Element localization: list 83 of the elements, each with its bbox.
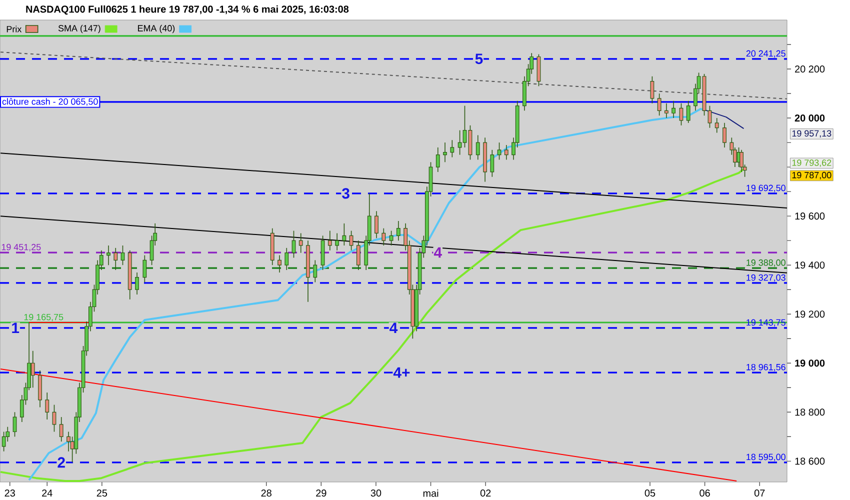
candlestick xyxy=(120,245,125,266)
x-tick-label: 07 xyxy=(754,490,765,497)
ref-line-label: 19 143,75 xyxy=(746,319,786,327)
candlestick xyxy=(722,122,726,148)
candlestick xyxy=(382,228,386,246)
x-tick-label: 30 xyxy=(370,490,382,497)
ref-line-label: clôture cash - 20 065,50 xyxy=(2,98,98,106)
candlestick xyxy=(657,93,662,116)
text: 19 793,62 xyxy=(792,160,832,167)
x-tick-label: 05 xyxy=(644,490,656,497)
candlestick xyxy=(12,412,17,438)
ref-line-label: 19 388,00 xyxy=(746,259,786,267)
y-tick-label: 19 200 xyxy=(795,310,825,318)
candlestick xyxy=(686,100,690,124)
x-tick-label: 24 xyxy=(42,490,52,496)
candlestick xyxy=(313,260,318,283)
candlestick xyxy=(342,223,346,246)
annotation: 1 xyxy=(12,322,20,334)
candlestick xyxy=(374,210,378,239)
candlestick xyxy=(664,102,668,118)
candlestick xyxy=(142,254,147,283)
y-tick-label: 20 200 xyxy=(795,65,825,73)
candlestick xyxy=(278,254,282,273)
candlestick xyxy=(708,105,712,128)
x-tick-label: 25 xyxy=(96,490,108,497)
candlestick xyxy=(396,220,400,241)
ref-line-label: 19 165,75 xyxy=(24,314,64,322)
chart-title: NASDAQ100 Full0625 1 heure 19 787,00 -1,34 % 6 mai 2025, 16:03:08 xyxy=(26,5,349,15)
y-tick-label: 18 600 xyxy=(795,458,825,465)
candlestick xyxy=(356,240,360,270)
candlestick xyxy=(328,230,332,251)
x-tick-label: mai xyxy=(423,490,438,497)
candlestick xyxy=(284,248,289,270)
legend-label: SMA (147) xyxy=(58,24,100,34)
candlestick xyxy=(679,102,684,126)
legend-label: Prix xyxy=(6,26,22,32)
y-tick-label: 19 600 xyxy=(795,212,825,220)
candlestick xyxy=(59,416,64,442)
candlestick xyxy=(450,140,454,158)
annotation: 4 xyxy=(434,247,442,258)
candlestick xyxy=(714,118,719,134)
candlestick xyxy=(135,272,139,295)
candlestick xyxy=(476,134,480,160)
candlestick xyxy=(30,350,35,388)
candlestick xyxy=(650,76,654,104)
candlestick xyxy=(672,100,676,118)
annotation: 4 xyxy=(390,322,398,334)
candlestick xyxy=(2,431,6,452)
text: 19 957,13 xyxy=(792,130,832,138)
y-tick-label: 20 000 xyxy=(794,114,825,122)
candlestick xyxy=(490,149,494,178)
ref-line-label: 19 692,50 xyxy=(746,184,786,192)
candlestick xyxy=(389,230,394,246)
ref-line-label: 20 241,25 xyxy=(746,50,786,58)
candlestick xyxy=(298,232,303,254)
line-series xyxy=(0,168,746,482)
annotation: 3 xyxy=(342,188,350,199)
y-tick-label: 19 400 xyxy=(795,262,825,269)
candlestick xyxy=(45,392,50,420)
x-tick-label: 29 xyxy=(316,490,326,497)
ref-line-label: 18 961,56 xyxy=(746,364,786,372)
x-tick-label: 02 xyxy=(480,490,491,497)
candlestick xyxy=(106,245,110,266)
candlestick xyxy=(114,248,118,270)
y-tick-label: 19 000 xyxy=(795,360,825,367)
candlestick xyxy=(443,142,447,163)
ref-line-label: 18 595,00 xyxy=(746,454,786,462)
legend-label: EMA (40) xyxy=(138,24,175,34)
candlestick xyxy=(335,232,340,251)
x-tick-label: 28 xyxy=(261,490,272,497)
ref-line-label: 19 451,25 xyxy=(2,244,41,252)
text: 19 787,00 xyxy=(792,172,832,180)
annotation: 4+ xyxy=(393,367,410,378)
ref-line-label: 19 327,03 xyxy=(746,274,786,282)
annotation: 5 xyxy=(475,54,483,64)
x-tick-label: 23 xyxy=(4,490,15,497)
x-tick-label: 06 xyxy=(700,490,710,497)
candlestick xyxy=(349,230,354,251)
candlestick xyxy=(436,147,440,172)
y-tick-label: 18 800 xyxy=(795,408,825,416)
candlestick xyxy=(504,144,508,160)
annotation: 2 xyxy=(58,457,65,468)
candlestick xyxy=(497,142,502,160)
